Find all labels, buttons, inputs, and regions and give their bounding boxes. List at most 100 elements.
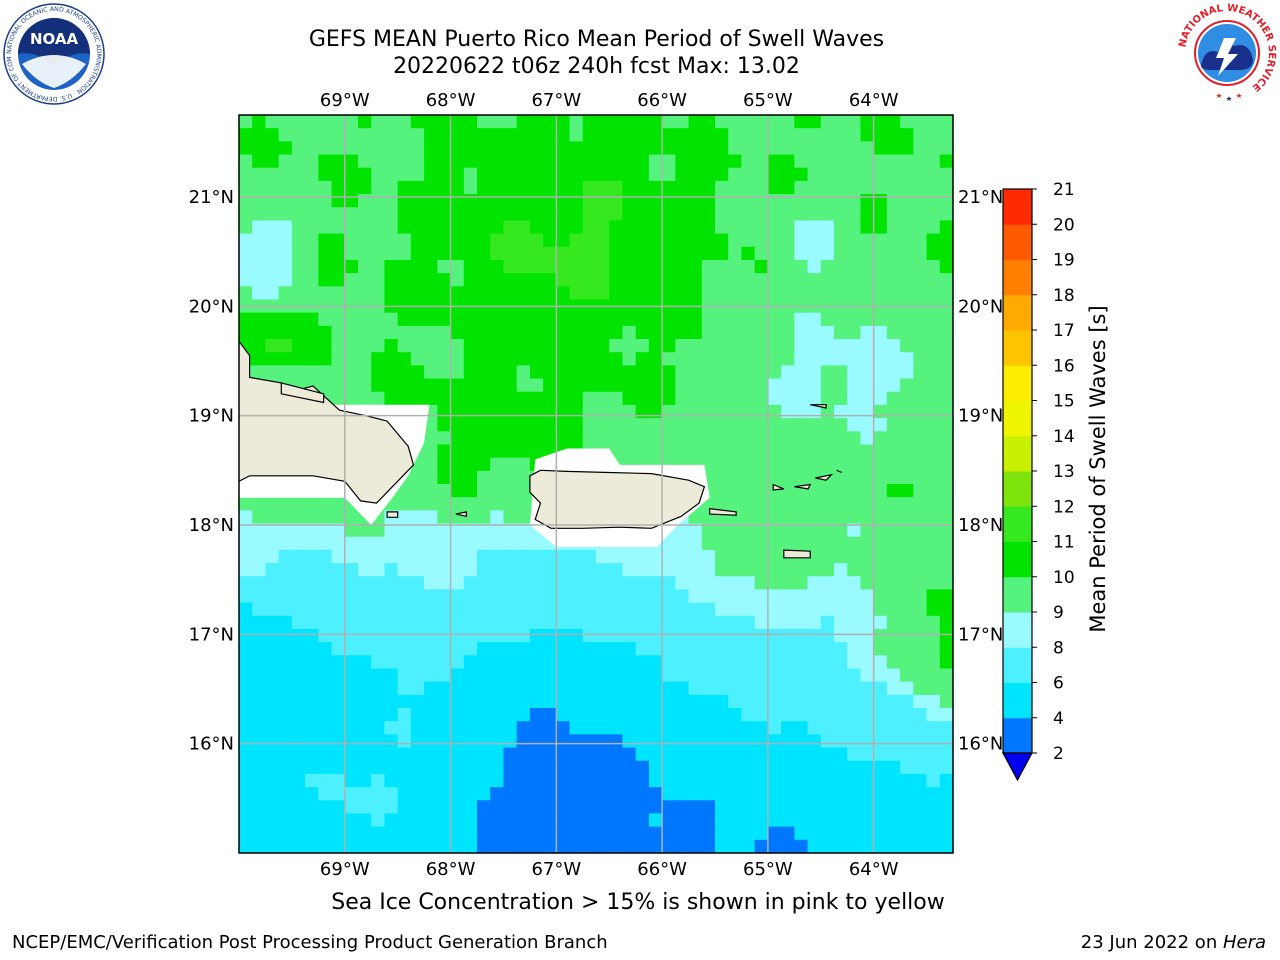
field-cell [490, 286, 505, 301]
field-cell [265, 576, 280, 591]
field-cell [609, 286, 624, 301]
field-cell [701, 273, 716, 287]
field-cell [344, 787, 359, 801]
field-cell [424, 787, 438, 801]
field-cell [503, 747, 518, 762]
field-cell [503, 246, 518, 261]
field-cell [741, 220, 756, 235]
field-cell [781, 325, 795, 340]
field-cell [913, 642, 928, 656]
field-cell [688, 391, 703, 406]
sea-ice-note: Sea Ice Concentration > 15% is shown in … [331, 890, 945, 915]
field-cell [278, 826, 293, 841]
field-cell [596, 404, 610, 419]
field-cell [900, 721, 914, 735]
field-cell [900, 773, 914, 788]
field-cell [450, 800, 465, 815]
field-cell [715, 563, 729, 577]
field-cell [305, 760, 319, 775]
field-cell [609, 721, 624, 735]
field-cell [305, 668, 319, 683]
field-cell [305, 615, 319, 630]
field-cell [781, 615, 795, 630]
field-cell [860, 563, 875, 577]
field-cell [926, 457, 941, 472]
field-cell [886, 642, 901, 656]
field-cell [278, 194, 293, 208]
field-cell [635, 826, 650, 841]
field-cell [582, 233, 597, 248]
field-cell [424, 259, 438, 274]
field-cell [543, 813, 557, 828]
field-cell [754, 615, 769, 630]
field-cell [900, 207, 914, 222]
field-cell [490, 431, 505, 446]
field-cell [410, 365, 425, 380]
field-cell [305, 602, 319, 617]
field-cell [860, 128, 875, 142]
field-cell [239, 655, 253, 670]
field-cell [503, 167, 518, 182]
field-cell [490, 773, 505, 788]
field-cell [939, 457, 953, 472]
field-cell [728, 391, 743, 406]
field-cell [728, 404, 743, 419]
field-cell [715, 549, 729, 564]
field-cell [886, 404, 901, 419]
field-cell [596, 391, 610, 406]
field-cell [741, 681, 756, 696]
field-cell [291, 694, 306, 709]
field-cell [450, 194, 465, 208]
field-cell [516, 431, 531, 446]
field-cell [873, 312, 888, 327]
field-cell [794, 813, 809, 828]
field-cell [900, 352, 914, 366]
colorbar-tick-label: 15 [1053, 392, 1075, 412]
field-cell [900, 602, 914, 617]
field-cell [371, 391, 386, 406]
colorbar-tick-label: 2 [1053, 744, 1064, 764]
field-cell [873, 391, 888, 406]
field-cell [913, 787, 928, 801]
field-cell [450, 418, 465, 432]
field-cell [397, 286, 412, 301]
field-cell [529, 273, 544, 287]
field-cell [397, 523, 412, 538]
field-cell [609, 404, 624, 419]
field-cell [463, 536, 478, 551]
field-cell [463, 391, 478, 406]
field-cell [424, 576, 438, 591]
field-cell [344, 563, 359, 577]
field-cell [582, 800, 597, 815]
field-cell [450, 694, 465, 709]
field-cell [358, 180, 372, 195]
field-cell [609, 180, 624, 195]
field-cell [490, 484, 505, 498]
field-cell [781, 523, 795, 538]
field-cell [622, 563, 637, 577]
field-cell [543, 734, 557, 749]
field-cell [635, 642, 650, 656]
field-cell [344, 708, 359, 722]
colorbar-segment [1003, 400, 1032, 437]
field-cell [886, 325, 901, 340]
field-cell [635, 207, 650, 222]
field-cell [609, 602, 624, 617]
colorbar-tick-label: 11 [1053, 533, 1075, 553]
field-cell [807, 431, 822, 446]
field-cell [516, 286, 531, 301]
field-cell [582, 418, 597, 432]
field-cell [913, 628, 928, 643]
field-cell [807, 549, 822, 564]
field-cell [767, 602, 782, 617]
field-cell [939, 721, 953, 735]
field-cell [886, 180, 901, 195]
field-cell [582, 339, 597, 353]
field-cell [648, 246, 663, 261]
field-cell [358, 694, 372, 709]
field-cell [556, 787, 571, 801]
field-cell [278, 773, 293, 788]
field-cell [424, 141, 438, 156]
field-cell [503, 154, 518, 169]
field-cell [794, 154, 809, 169]
